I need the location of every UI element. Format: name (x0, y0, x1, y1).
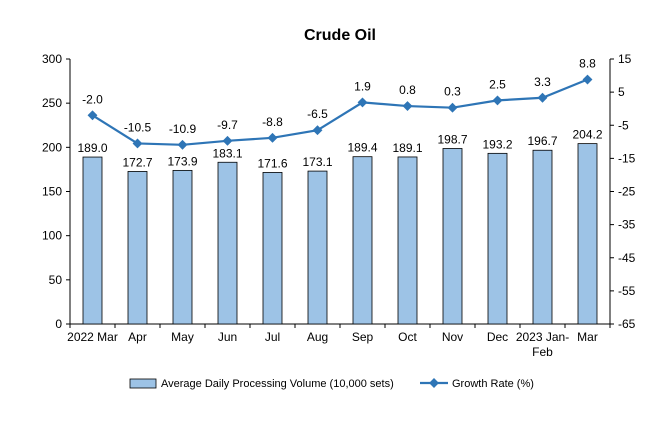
right-tick-label: 5 (618, 85, 625, 99)
line-point (537, 92, 548, 103)
line-point (492, 95, 503, 106)
bar-data-label: 183.1 (212, 146, 242, 160)
legend-swatch-marker (429, 378, 439, 388)
line-point (312, 125, 323, 136)
right-tick-label: -15 (618, 151, 636, 165)
x-tick-label: 2022 Mar (67, 330, 118, 344)
line-data-label: -6.5 (307, 107, 328, 121)
bar (352, 156, 373, 325)
bar-data-label: 189.0 (77, 141, 107, 155)
bar (397, 156, 418, 325)
bar-data-label: 171.6 (257, 156, 287, 170)
left-tick-label: 100 (42, 229, 62, 243)
chart-title: Crude Oil (304, 27, 376, 44)
x-tick-label: Aug (307, 330, 328, 344)
right-tick-label: -65 (618, 317, 636, 331)
line-data-label: 0.8 (399, 83, 416, 97)
bar (217, 161, 238, 325)
line-data-label: -8.8 (262, 115, 283, 129)
x-tick-label: Apr (128, 330, 147, 344)
x-tick-label: Nov (442, 330, 463, 344)
right-tick-label: -25 (618, 185, 636, 199)
x-tick-label: Dec (487, 330, 508, 344)
left-tick-label: 50 (49, 273, 63, 287)
bar-data-label: 189.4 (347, 141, 377, 155)
legend-swatch-bar (129, 378, 157, 389)
line-data-label: -9.7 (217, 118, 238, 132)
line-point (177, 139, 188, 150)
line-data-label: 2.5 (489, 77, 506, 91)
right-tick-label: -35 (618, 218, 636, 232)
line-point (267, 132, 278, 143)
bar (532, 149, 553, 325)
left-tick-label: 150 (42, 185, 62, 199)
left-tick-label: 200 (42, 140, 62, 154)
bar-data-label: 198.7 (437, 132, 467, 146)
right-tick-label: -5 (618, 118, 629, 132)
bar (172, 169, 193, 325)
bar (127, 171, 148, 325)
bar (307, 170, 328, 325)
line-data-label: -10.9 (169, 122, 197, 136)
right-tick-label: -45 (618, 251, 636, 265)
x-tick-label: Oct (398, 330, 417, 344)
line-data-label: 0.3 (444, 85, 461, 99)
line-point (222, 135, 233, 146)
bar-data-label: 193.2 (482, 137, 512, 151)
line-data-label: -2.0 (82, 92, 103, 106)
plot-area: 050100150200250300-65-55-45-35-25-15-551… (42, 52, 636, 390)
x-tick-label: Sep (352, 330, 374, 344)
right-tick-label: -55 (618, 284, 636, 298)
line-data-label: -10.5 (124, 120, 152, 134)
line-point (357, 97, 368, 108)
bar-data-label: 189.1 (392, 141, 422, 155)
left-tick-label: 250 (42, 96, 62, 110)
legend-label-bar: Average Daily Processing Volume (10,000 … (161, 378, 394, 390)
legend-label-line: Growth Rate (%) (452, 378, 534, 390)
x-tick-label: 2023 Jan-Feb (516, 330, 569, 359)
right-tick-label: 15 (618, 52, 632, 66)
bar (262, 172, 283, 325)
line-point (132, 138, 143, 149)
line-point (87, 110, 98, 121)
line-data-label: 3.3 (534, 75, 551, 89)
bar-data-label: 204.2 (572, 128, 602, 142)
bar-data-label: 196.7 (527, 134, 557, 148)
x-tick-label: Jul (265, 330, 280, 344)
line-point (402, 101, 413, 111)
bar-data-label: 173.9 (167, 154, 197, 168)
line-data-label: 1.9 (354, 79, 371, 93)
bar (82, 156, 103, 325)
bar (577, 143, 598, 325)
growth-rate-line (91, 78, 588, 146)
x-tick-label: Mar (577, 330, 598, 344)
line-data-label: 8.8 (579, 57, 596, 71)
x-tick-label: Jun (218, 330, 237, 344)
left-tick-label: 300 (42, 52, 62, 66)
bar-data-label: 172.7 (122, 155, 152, 169)
bar-data-label: 173.1 (302, 155, 332, 169)
bar (487, 152, 508, 325)
line-point (582, 74, 593, 85)
x-tick-label: May (171, 330, 194, 344)
line-point (447, 102, 458, 113)
left-tick-label: 0 (55, 317, 62, 331)
bar (442, 148, 463, 325)
